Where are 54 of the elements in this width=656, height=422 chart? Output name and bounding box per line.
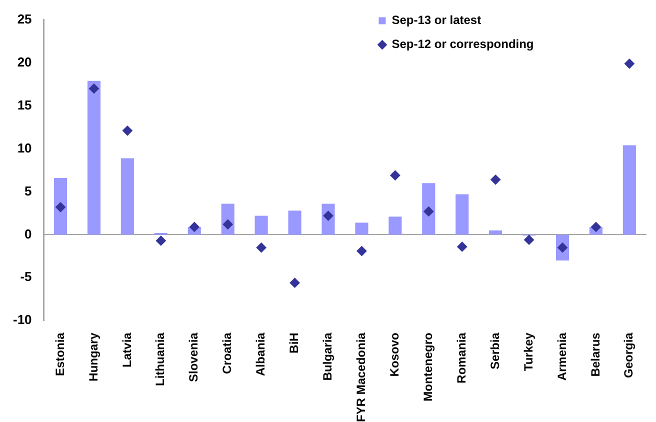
x-tick-label: Kosovo bbox=[387, 332, 402, 377]
bar bbox=[54, 178, 68, 235]
point bbox=[590, 222, 602, 232]
bar bbox=[489, 230, 502, 235]
point bbox=[390, 170, 400, 181]
x-tick-label: Hungary bbox=[86, 332, 100, 382]
point bbox=[88, 83, 100, 94]
x-tick-label: Lithuania bbox=[153, 332, 168, 386]
point bbox=[490, 174, 501, 185]
point bbox=[356, 246, 367, 256]
y-tick-label: 25 bbox=[17, 11, 32, 26]
x-tick-label: Georgia bbox=[622, 332, 636, 378]
point bbox=[290, 278, 300, 288]
point bbox=[524, 234, 534, 246]
y-tick-label: 0 bbox=[24, 226, 32, 242]
x-tick-label: Estonia bbox=[52, 332, 67, 376]
point bbox=[55, 202, 66, 212]
point bbox=[122, 125, 133, 136]
x-tick-label: FYR Macedonia bbox=[354, 332, 368, 422]
bar bbox=[288, 210, 302, 235]
x-tick-label: Turkey bbox=[521, 332, 536, 372]
x-tick-label: Croatia bbox=[220, 332, 234, 374]
x-tick-label: Bulgaria bbox=[320, 332, 335, 381]
bar bbox=[388, 216, 402, 235]
point bbox=[189, 222, 200, 232]
point bbox=[456, 242, 468, 252]
y-tick-label: 10 bbox=[17, 140, 32, 156]
x-tick-label: Latvia bbox=[120, 332, 134, 368]
bar bbox=[622, 145, 636, 235]
legend-label: Sep-13 or latest bbox=[392, 13, 482, 28]
bar bbox=[422, 183, 436, 235]
point bbox=[156, 236, 166, 246]
bar bbox=[355, 222, 368, 235]
x-tick-label: Slovenia bbox=[186, 332, 201, 382]
point bbox=[624, 58, 635, 69]
bar bbox=[120, 158, 134, 235]
bar bbox=[254, 216, 268, 235]
x-tick-label: Montenegro bbox=[420, 332, 435, 402]
y-tick-label: 20 bbox=[17, 54, 32, 70]
bar bbox=[456, 194, 469, 235]
y-tick-label: -5 bbox=[20, 269, 32, 284]
point bbox=[256, 242, 267, 253]
bar bbox=[87, 80, 101, 235]
y-tick-label: -10 bbox=[12, 312, 32, 328]
y-tick-label: 15 bbox=[17, 97, 32, 112]
x-tick-label: Armenia bbox=[554, 332, 569, 381]
x-tick-label: Belarus bbox=[588, 332, 602, 377]
x-tick-label: Romania bbox=[454, 332, 468, 384]
y-tick-label: 5 bbox=[24, 183, 32, 198]
point bbox=[423, 206, 434, 217]
x-tick-label: Albania bbox=[254, 332, 268, 376]
legend-label: Sep-12 or corresponding bbox=[392, 37, 534, 52]
x-tick-label: BiH bbox=[287, 332, 302, 354]
x-tick-label: Serbia bbox=[488, 332, 502, 370]
